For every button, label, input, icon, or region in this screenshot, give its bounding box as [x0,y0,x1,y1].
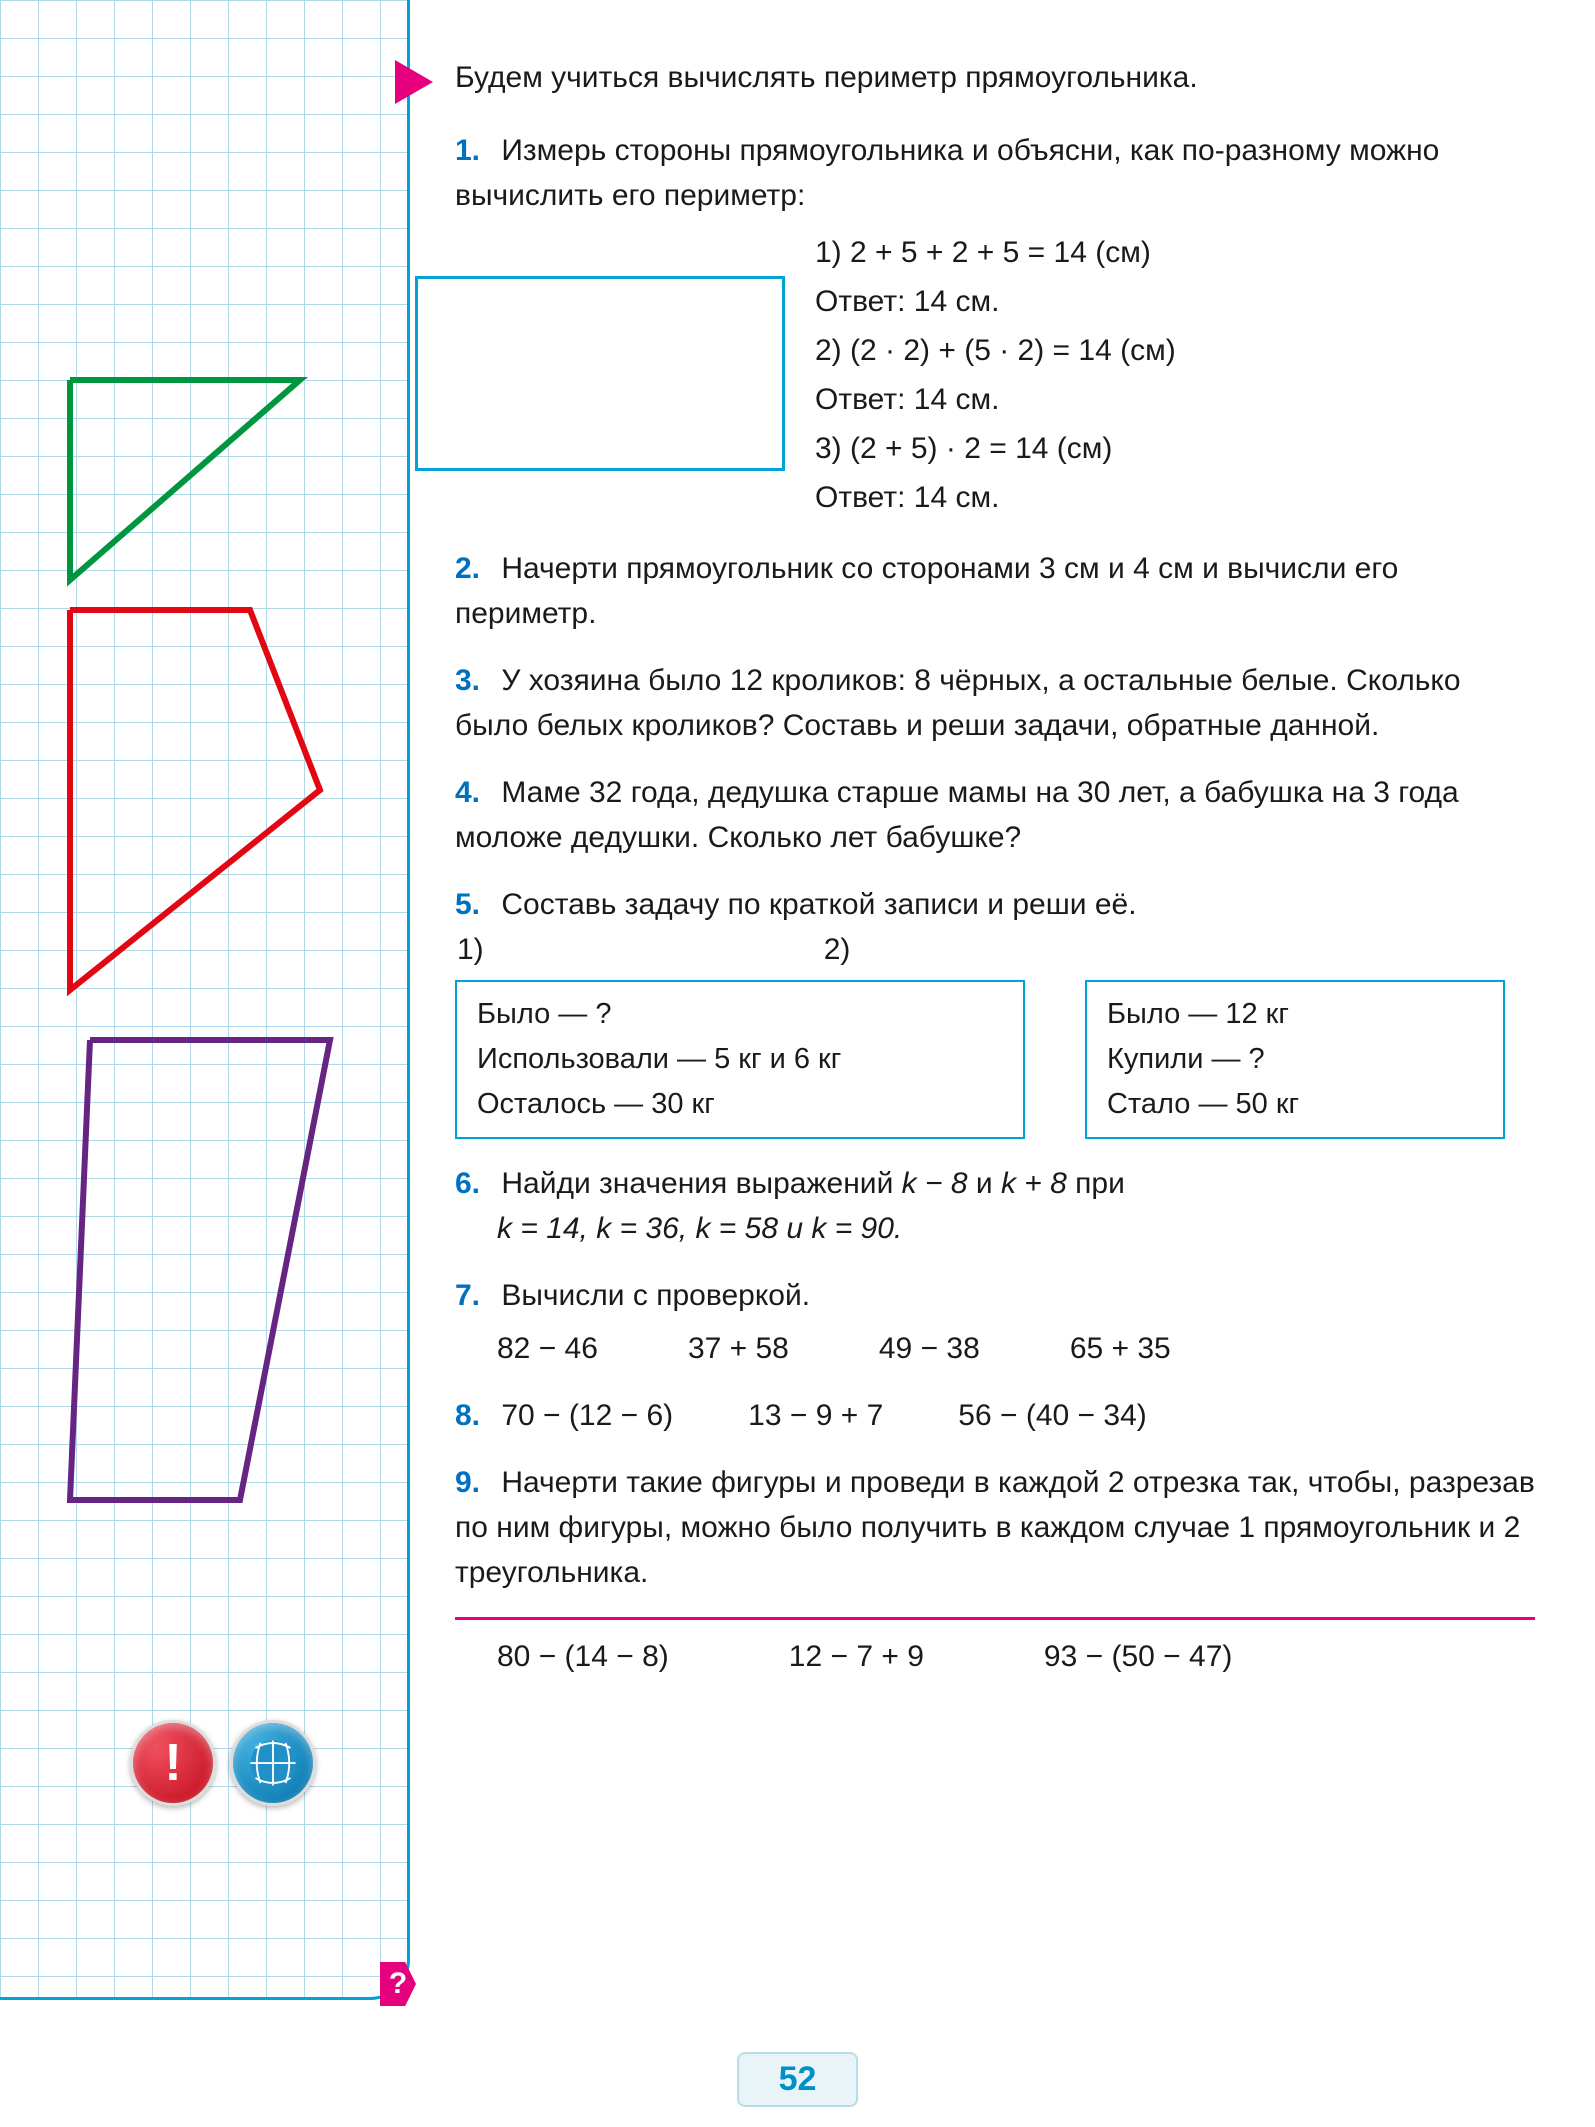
expr: k − 8 [902,1167,968,1200]
text-part: Найди значения выражений [501,1167,901,1200]
box-line: Стало — 50 кг [1107,1082,1483,1127]
rectangle-figure [415,276,785,471]
expression: 37 + 58 [688,1326,789,1371]
eq-line: 2) (2 · 2) + (5 · 2) = 14 (см) [815,328,1535,373]
k-values: k = 14, k = 36, k = 58 и k = 90. [497,1206,1535,1251]
shapes-svg [50,370,370,1530]
expression: 80 − (14 − 8) [497,1634,669,1679]
intro-text: Будем учиться вычислять периметр прямоуг… [455,55,1535,100]
expression: 70 − (12 − 6) [501,1399,673,1432]
attention-icon: ! [130,1720,216,1806]
task-4: 4. Маме 32 года, дедушка старше мамы на … [455,770,1535,860]
answer-line: Ответ: 14 см. [815,279,1535,324]
expr: k + 8 [1001,1167,1067,1200]
text-part: при [1067,1167,1125,1200]
textbook-page: ? ! Будем учиться вычислять периметр пря… [0,0,1595,2127]
eq-line: 3) (2 + 5) · 2 = 14 (см) [815,426,1535,471]
expression: 13 − 9 + 7 [748,1399,883,1432]
subtask-label: 2) [824,927,851,972]
task-number: 3. [455,658,493,703]
summary-box-1: Было — ? Использовали — 5 кг и 6 кг Оста… [455,980,1025,1139]
box-line: Осталось — 30 кг [477,1082,1003,1127]
text-part: и [968,1167,1001,1200]
task-text: У хозяина было 12 кроликов: 8 чёрных, а … [455,664,1461,742]
expression: 65 + 35 [1070,1326,1171,1371]
task-1: 1. Измерь стороны прямоугольника и объяс… [455,128,1535,524]
task-number: 6. [455,1161,493,1206]
box-line: Купили — ? [1107,1037,1483,1082]
task-9: 9. Начерти такие фигуры и проведи в кажд… [455,1460,1535,1595]
task-7: 7. Вычисли с проверкой. 82 − 46 37 + 58 … [455,1273,1535,1371]
eq-line: 1) 2 + 5 + 2 + 5 = 14 (см) [815,230,1535,275]
divider [455,1617,1535,1620]
task-text: Начерти прямоугольник со сторонами 3 см … [455,552,1398,630]
task-text: Измерь стороны прямоугольника и объясни,… [455,134,1439,212]
task-number: 1. [455,128,493,173]
task-6: 6. Найди значения выражений k − 8 и k + … [455,1161,1535,1251]
box-line: Было — 12 кг [1107,992,1483,1037]
task-text: Маме 32 года, дедушка старше мамы на 30 … [455,776,1459,854]
task-text: Начерти такие фигуры и проведи в каждой … [455,1466,1535,1589]
task-3: 3. У хозяина было 12 кроликов: 8 чёрных,… [455,658,1535,748]
expression: 12 − 7 + 9 [789,1634,924,1679]
calc-row: 82 − 46 37 + 58 49 − 38 65 + 35 [497,1326,1535,1371]
answer-line: Ответ: 14 см. [815,377,1535,422]
task-text: Составь задачу по краткой записи и реши … [501,888,1136,921]
expression: 82 − 46 [497,1326,598,1371]
bottom-exercises: 80 − (14 − 8) 12 − 7 + 9 93 − (50 − 47) [497,1634,1535,1679]
task-number: 4. [455,770,493,815]
purple-quad-shape [70,1040,330,1500]
answer-line: Ответ: 14 см. [815,475,1535,520]
subtask-label: 1) [457,927,484,972]
question-marker-icon: ? [380,1962,416,2006]
task-8: 8. 70 − (12 − 6) 13 − 9 + 7 56 − (40 − 3… [455,1393,1535,1438]
summary-box-2: Было — 12 кг Купили — ? Стало — 50 кг [1085,980,1505,1139]
task-number: 9. [455,1460,493,1505]
hint-icons: ! [130,1720,316,1806]
box-line: Было — ? [477,992,1003,1037]
equations-column: 1) 2 + 5 + 2 + 5 = 14 (см) Ответ: 14 см.… [815,230,1535,524]
task-number: 2. [455,546,493,591]
task-number: 7. [455,1273,493,1318]
grid-icon [230,1720,316,1806]
task-text: Найди значения выражений k − 8 и k + 8 п… [501,1167,1125,1200]
expression: 93 − (50 − 47) [1044,1634,1232,1679]
arrow-marker-icon [395,60,433,104]
expression: 49 − 38 [879,1326,980,1371]
task-number: 8. [455,1393,493,1438]
expression: 56 − (40 − 34) [958,1399,1146,1432]
main-content: Будем учиться вычислять периметр прямоуг… [455,55,1535,1679]
green-triangle-shape [70,380,300,580]
page-number: 52 [737,2052,859,2107]
box-line: Использовали — 5 кг и 6 кг [477,1037,1003,1082]
sidebar-shapes [50,370,370,1535]
task-5: 5. Составь задачу по краткой записи и ре… [455,882,1535,1139]
red-pentagon-shape [70,610,320,990]
task-2: 2. Начерти прямоугольник со сторонами 3 … [455,546,1535,636]
task-text: Вычисли с проверкой. [501,1279,810,1312]
task-number: 5. [455,882,493,927]
